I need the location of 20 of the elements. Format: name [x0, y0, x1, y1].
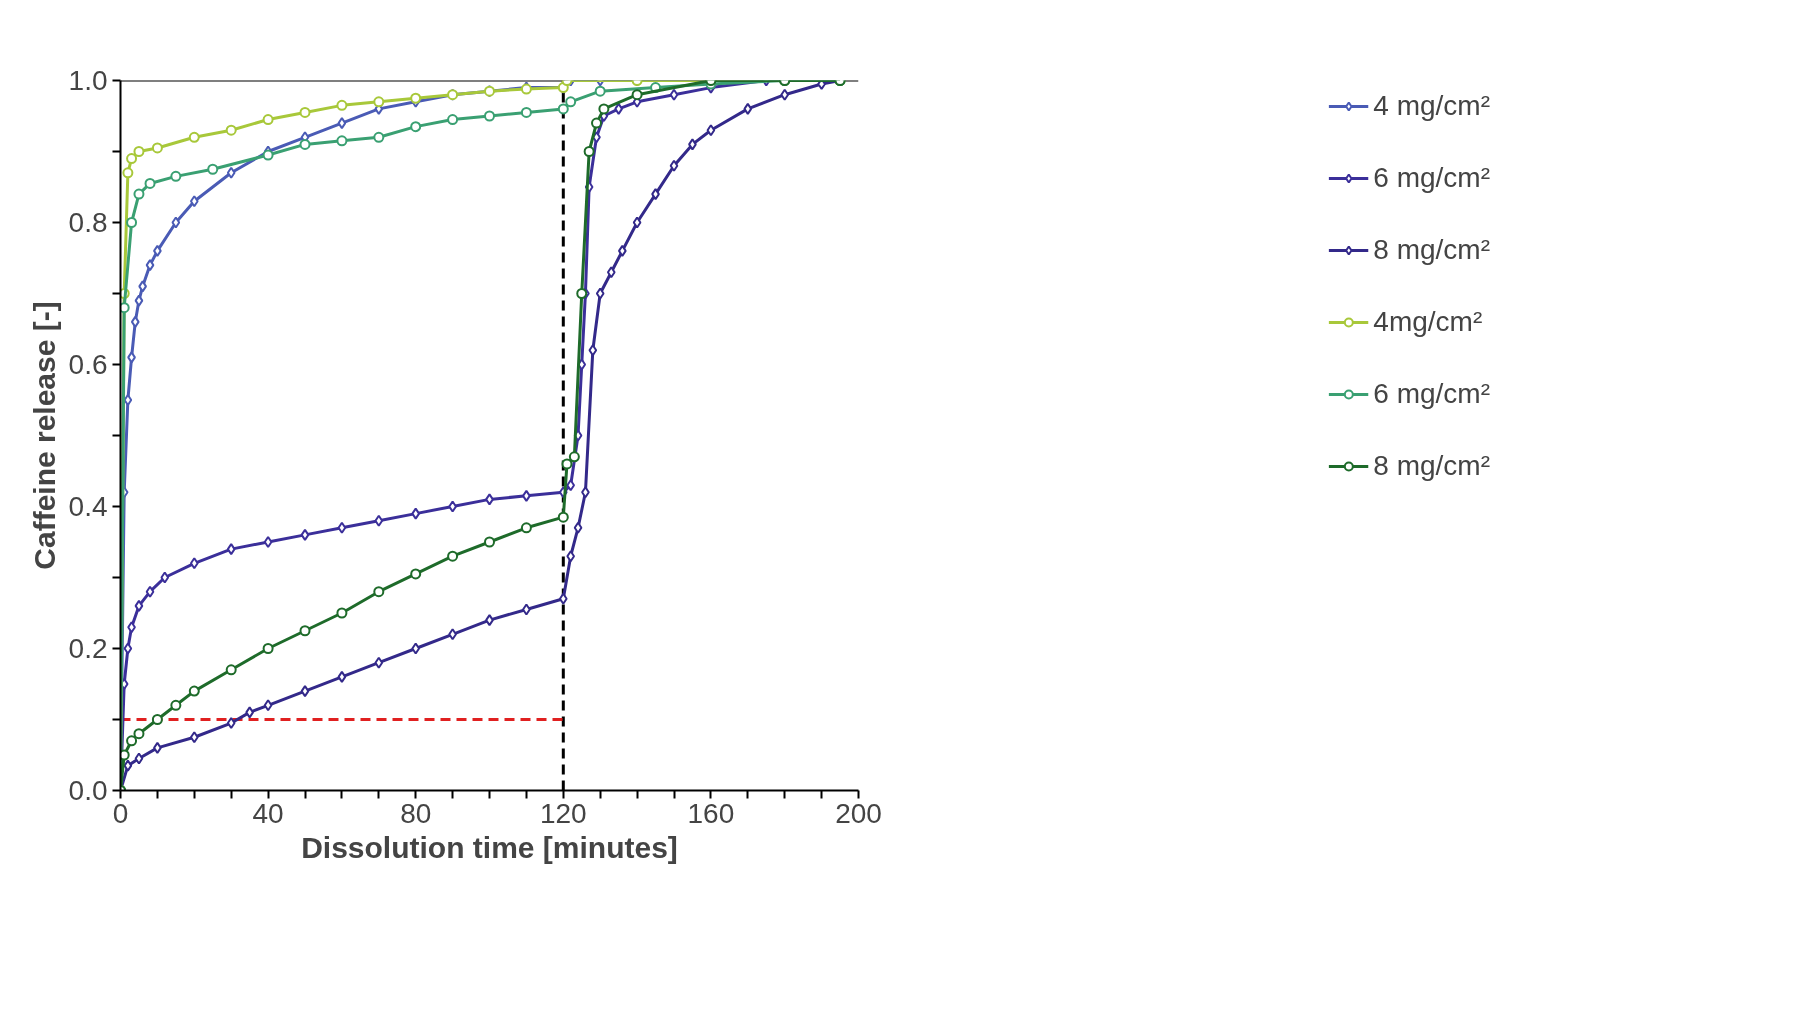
x-tick-label: 200 [835, 797, 882, 829]
legend-label: 6 mg/cm² [1373, 378, 1490, 410]
x-tick-label: 0 [112, 797, 129, 829]
x-axis-title: Dissolution time [minutes] [301, 830, 678, 864]
legend-label: 8 mg/cm² [1373, 234, 1490, 266]
y-tick-label: 0.2 [68, 633, 108, 664]
legend-label: 8 mg/cm² [1373, 450, 1490, 482]
y-axis-title: Caffeine release [-] [27, 301, 61, 570]
y-tick-label: 0.4 [68, 491, 108, 522]
y-tick-label: 0.6 [68, 349, 108, 380]
legend-label: 6 mg/cm² [1373, 162, 1490, 194]
y-tick-label: 0.0 [68, 775, 108, 806]
x-tick-label: 80 [400, 797, 432, 829]
y-tick-label: 0.8 [68, 207, 108, 238]
x-tick-label: 160 [687, 797, 735, 829]
x-tick-label: 40 [252, 797, 284, 829]
legend-label: 4 mg/cm² [1373, 90, 1490, 122]
legend-label: 4mg/cm² [1373, 306, 1483, 338]
x-tick-label: 120 [539, 797, 587, 829]
y-tick-label: 1.0 [68, 65, 108, 96]
